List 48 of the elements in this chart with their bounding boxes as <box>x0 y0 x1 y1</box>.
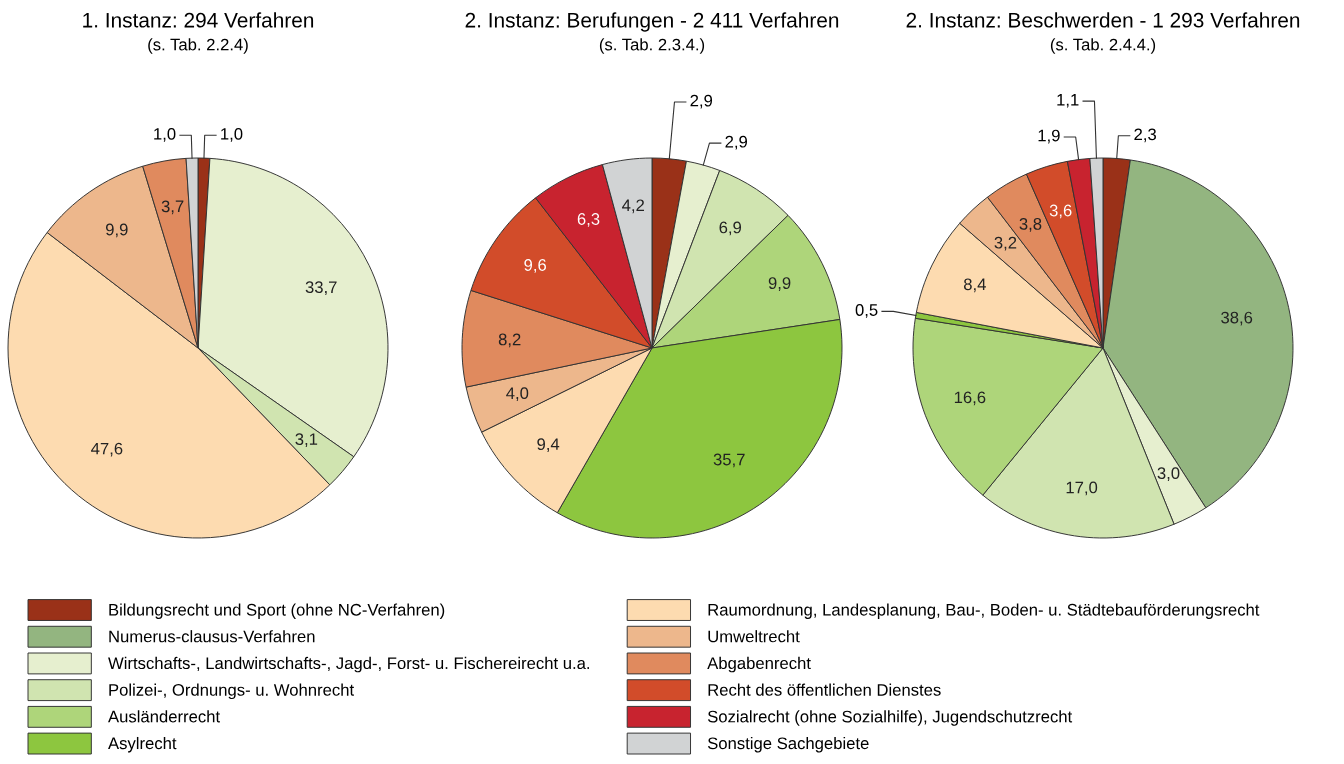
data-label: 35,7 <box>713 453 745 468</box>
chart-subtitle: (s. Tab. 2.3.4.) <box>599 38 705 54</box>
data-label: 2,9 <box>725 135 748 150</box>
data-label: 6,9 <box>719 221 742 236</box>
data-label: 17,0 <box>1066 481 1098 496</box>
legend-label: Umweltrecht <box>708 630 800 643</box>
legend-label: Ausländerrecht <box>108 710 220 723</box>
legend-label: Polizei-, Ordnungs- u. Wohnrecht <box>109 683 354 700</box>
data-label: 3,6 <box>1049 204 1072 219</box>
legend-label: Sozialrecht (ohne Sozialhilfe), Jugendschutzrecht <box>707 710 1073 726</box>
legend-label: Abgabenrecht <box>707 656 811 673</box>
legend-label: Raumordnung, Landesplanung, Bau-, Boden- u. Städtebauförderungsrecht <box>708 603 1260 619</box>
data-label: 0,5 <box>855 304 878 318</box>
chart-title: 2. Instanz: Berufungen - 2 411 Verfahren <box>465 12 839 32</box>
data-label: 9,4 <box>537 438 560 452</box>
data-label: 2,9 <box>690 94 713 109</box>
chart-subtitle: (s. Tab. 2.2.4) <box>148 38 248 54</box>
chart-title: 2. Instanz: Beschwerden - 1 293 Verfahren <box>906 12 1300 28</box>
data-label: 2,3 <box>1134 128 1156 143</box>
data-label: 16,6 <box>954 391 986 406</box>
legend-label: Asylrecht <box>108 736 177 753</box>
data-label: 4,0 <box>506 387 529 402</box>
data-label: 3,8 <box>1019 218 1042 232</box>
data-label: 1,9 <box>1038 129 1060 144</box>
data-label: 3,2 <box>994 236 1017 251</box>
data-label: 3,1 <box>295 433 318 447</box>
legend-label: Numerus-clausus-Verfahren <box>109 630 315 643</box>
data-label: 1,0 <box>154 127 176 142</box>
data-label: 8,4 <box>963 278 986 293</box>
data-label: 9,6 <box>524 259 547 273</box>
data-label: 1,0 <box>221 127 243 142</box>
chart-title: 1. Instanz: 294 Verfahren <box>83 12 314 28</box>
legend-label: Wirtschafts-, Landwirtschafts-, Jagd-, Forst- u. Fischereirecht u.a. <box>108 656 590 673</box>
data-label: 33,7 <box>305 281 337 296</box>
data-label: 3,0 <box>1157 467 1180 481</box>
data-label: 38,6 <box>1221 311 1253 326</box>
data-label: 9,9 <box>105 223 128 238</box>
legend-label: Bildungsrecht und Sport (ohne NC-Verfahren) <box>109 603 445 619</box>
data-label: 3,7 <box>161 200 184 215</box>
data-label: 4,2 <box>622 199 644 214</box>
data-label: 47,6 <box>91 442 123 457</box>
chart-subtitle: (s. Tab. 2.4.4.) <box>1050 38 1156 54</box>
data-label: 9,9 <box>768 277 791 291</box>
data-label: 8,2 <box>498 333 521 348</box>
data-label: 1,1 <box>1057 93 1079 108</box>
legend-label: Recht des öffentlichen Dienstes <box>708 683 941 696</box>
legend-label: Sonstige Sachgebiete <box>707 736 869 753</box>
data-label: 6,3 <box>577 213 600 227</box>
